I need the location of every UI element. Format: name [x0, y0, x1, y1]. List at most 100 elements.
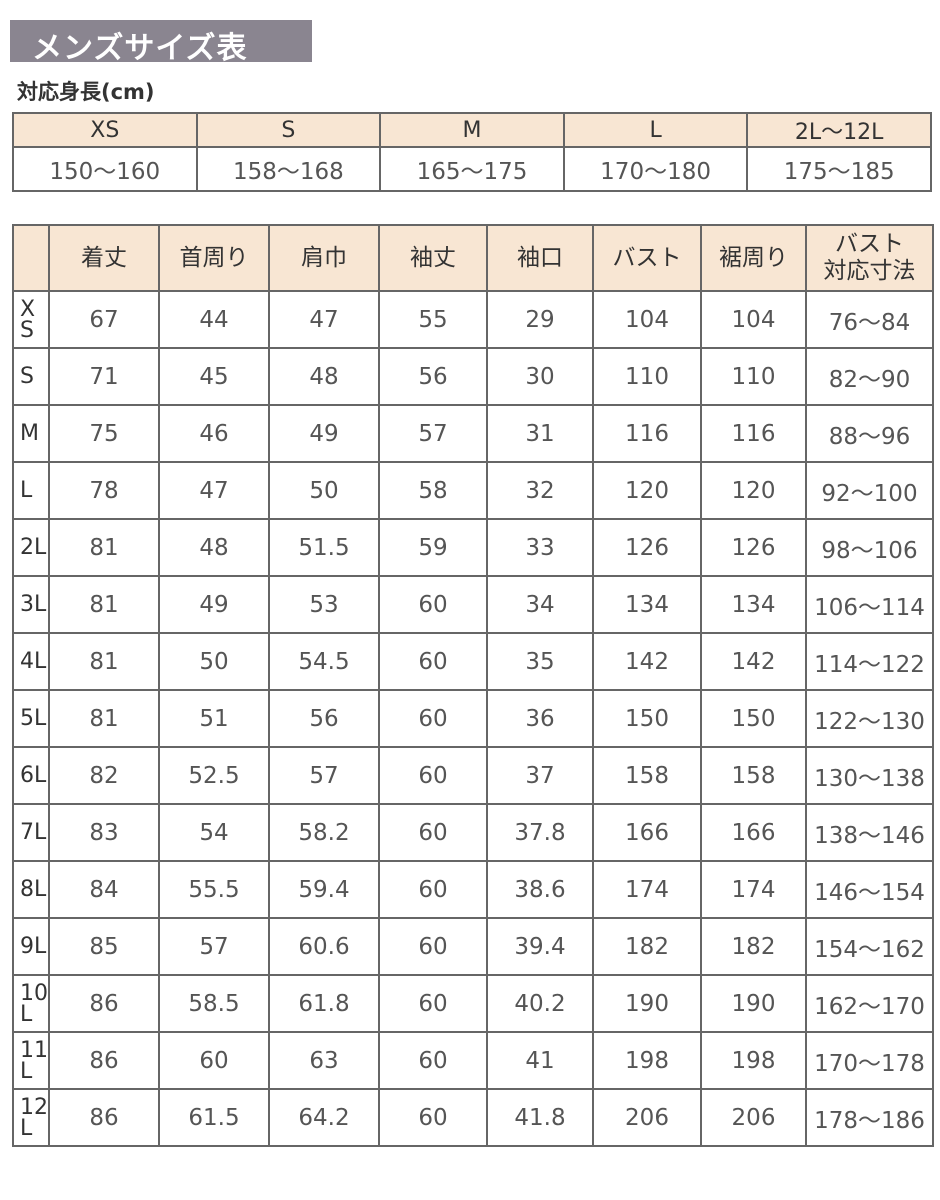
table-cell: 45	[158, 347, 270, 406]
table-cell: 182	[592, 917, 702, 976]
size-label: S	[12, 347, 50, 406]
table-cell: 142	[700, 632, 807, 691]
table-row: 3L 81 49 53 60 34 134 134 106〜114	[12, 575, 934, 634]
table-cell: 170〜178	[805, 1031, 934, 1090]
table-cell: 178〜186	[805, 1088, 934, 1147]
table-cell: 60	[378, 917, 488, 976]
table-cell: 104	[700, 290, 807, 349]
table-cell: 138〜146	[805, 803, 934, 862]
table-cell: 120	[592, 461, 702, 520]
table-cell: 142	[592, 632, 702, 691]
height-range-cell: 165〜175	[379, 146, 565, 192]
table-cell: 57	[268, 746, 380, 805]
size-label: 8L	[12, 860, 50, 919]
column-header: バスト 対応寸法	[805, 224, 934, 292]
size-label: 11L	[12, 1031, 50, 1090]
table-cell: 67	[48, 290, 160, 349]
size-label: M	[12, 404, 50, 463]
table-cell: 206	[700, 1088, 807, 1147]
table-cell: 198	[700, 1031, 807, 1090]
table-row: 5L 81 51 56 60 36 150 150 122〜130	[12, 689, 934, 748]
column-header	[12, 224, 50, 292]
table-cell: 98〜106	[805, 518, 934, 577]
table-row: 11L 86 60 63 60 41 198 198 170〜178	[12, 1031, 934, 1090]
table-cell: 48	[268, 347, 380, 406]
table-cell: 81	[48, 518, 160, 577]
table-cell: 60	[378, 632, 488, 691]
table-cell: 39.4	[486, 917, 594, 976]
table-cell: 81	[48, 632, 160, 691]
table-row: 4L 81 50 54.5 60 35 142 142 114〜122	[12, 632, 934, 691]
table-cell: 85	[48, 917, 160, 976]
height-size-header: 2L〜12L	[746, 112, 932, 148]
table-cell: 41	[486, 1031, 594, 1090]
table-cell: 38.6	[486, 860, 594, 919]
table-cell: 33	[486, 518, 594, 577]
table-cell: 75	[48, 404, 160, 463]
table-cell: 58.5	[158, 974, 270, 1033]
table-cell: 174	[592, 860, 702, 919]
table-cell: 30	[486, 347, 594, 406]
column-header: 首周り	[158, 224, 270, 292]
table-cell: 50	[158, 632, 270, 691]
height-range-cell: 150〜160	[12, 146, 198, 192]
table-cell: 37	[486, 746, 594, 805]
height-table-value-row: 150〜160 158〜168 165〜175 170〜180 175〜185	[12, 146, 932, 192]
table-cell: 35	[486, 632, 594, 691]
table-cell: 49	[268, 404, 380, 463]
size-label: 9L	[12, 917, 50, 976]
table-cell: 116	[700, 404, 807, 463]
table-cell: 146〜154	[805, 860, 934, 919]
table-cell: 52.5	[158, 746, 270, 805]
page-title: メンズサイズ表	[32, 31, 248, 66]
height-size-header: XS	[12, 112, 198, 148]
size-label: 2L	[12, 518, 50, 577]
height-table: XS S M L 2L〜12L 150〜160 158〜168 165〜175 170〜180…	[12, 112, 932, 192]
table-cell: 59.4	[268, 860, 380, 919]
table-cell: 86	[48, 1088, 160, 1147]
table-cell: 166	[592, 803, 702, 862]
table-cell: 92〜100	[805, 461, 934, 520]
table-cell: 48	[158, 518, 270, 577]
table-cell: 110	[592, 347, 702, 406]
height-range-cell: 158〜168	[195, 146, 382, 192]
table-cell: 60	[378, 860, 488, 919]
table-row: 9L 85 57 60.6 60 39.4 182 182 154〜162	[12, 917, 934, 976]
size-label: 5L	[12, 689, 50, 748]
table-row: S 71 45 48 56 30 110 110 82〜90	[12, 347, 934, 406]
table-cell: 158	[700, 746, 807, 805]
table-cell: 81	[48, 575, 160, 634]
table-cell: 71	[48, 347, 160, 406]
table-cell: 44	[158, 290, 270, 349]
size-table-header-row: 着丈 首周り 肩巾 袖丈 袖口 バスト 裾周り バスト 対応寸法	[12, 224, 934, 292]
table-cell: 41.8	[486, 1088, 594, 1147]
table-cell: 54	[158, 803, 270, 862]
table-cell: 60	[158, 1031, 270, 1090]
table-cell: 29	[486, 290, 594, 349]
table-cell: 86	[48, 974, 160, 1033]
column-header: 裾周り	[700, 224, 807, 292]
table-cell: 58.2	[268, 803, 380, 862]
height-range-cell: 170〜180	[562, 146, 749, 192]
table-cell: 116	[592, 404, 702, 463]
table-cell: 158	[592, 746, 702, 805]
table-cell: 114〜122	[805, 632, 934, 691]
column-header: 着丈	[48, 224, 160, 292]
title-banner: メンズサイズ表	[10, 20, 312, 66]
table-cell: 54.5	[268, 632, 380, 691]
table-cell: 82〜90	[805, 347, 934, 406]
table-cell: 83	[48, 803, 160, 862]
table-cell: 190	[700, 974, 807, 1033]
table-cell: 206	[592, 1088, 702, 1147]
table-cell: 84	[48, 860, 160, 919]
table-cell: 110	[700, 347, 807, 406]
height-size-header: M	[379, 112, 565, 148]
column-header: 肩巾	[268, 224, 380, 292]
table-cell: 122〜130	[805, 689, 934, 748]
size-label: 4L	[12, 632, 50, 691]
table-row: 6L 82 52.5 57 60 37 158 158 130〜138	[12, 746, 934, 805]
size-label: 10L	[12, 974, 50, 1033]
table-row: 10L 86 58.5 61.8 60 40.2 190 190 162〜170	[12, 974, 934, 1033]
height-table-header-row: XS S M L 2L〜12L	[12, 112, 932, 148]
size-label: XS	[12, 290, 50, 349]
